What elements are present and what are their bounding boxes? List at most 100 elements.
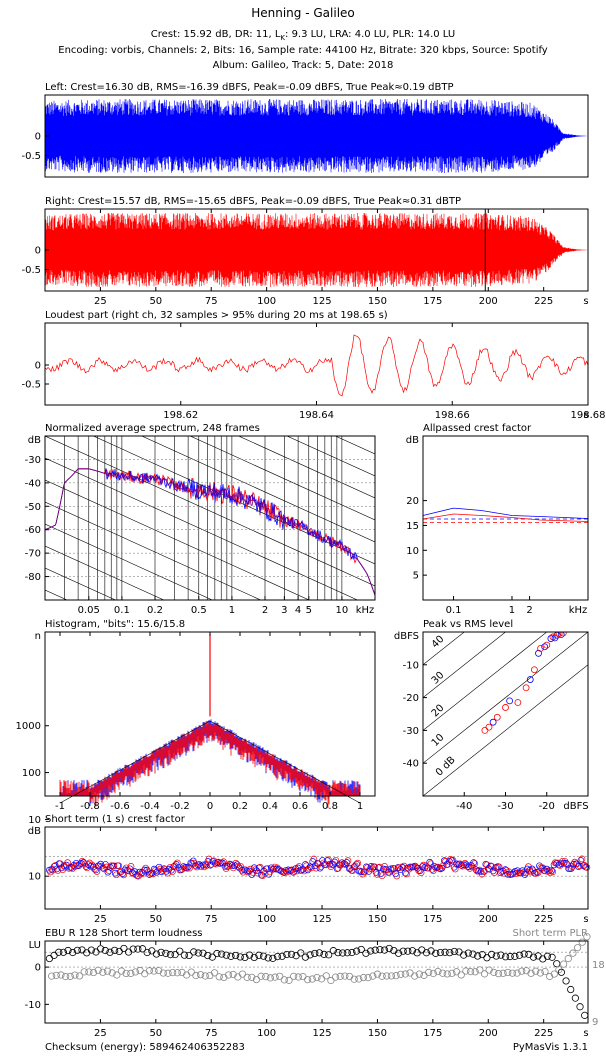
crest-point-red [183, 864, 191, 872]
crest-point-blue [199, 861, 207, 869]
ebu-point-plr [52, 971, 60, 979]
crest-point-blue [387, 865, 395, 873]
crest-point-red [256, 863, 264, 871]
crest-point-blue [521, 871, 529, 878]
ebu-point-loudness [283, 950, 291, 959]
ebu-point-plr [513, 969, 521, 977]
ebu-point-loudness [334, 949, 342, 957]
ebu-point-plr [304, 976, 312, 984]
ebu-point-loudness [273, 952, 282, 961]
ebu-point-loudness [190, 948, 198, 956]
ebu-point-plr [173, 969, 181, 977]
crest-point-red [354, 859, 362, 867]
crest-point-blue [233, 861, 241, 869]
loudest-frame [44, 322, 589, 406]
ebu-point-loudness [380, 946, 389, 954]
ebu-point-plr [103, 967, 112, 975]
loudest-xtick-1-label: 198.64 [299, 410, 334, 421]
ebu-point-plr [429, 969, 437, 978]
histogram-bars-1 [59, 720, 361, 809]
ebu-point-plr [220, 973, 228, 982]
ebu-point-plr [569, 949, 577, 957]
crest-point-red [561, 858, 569, 865]
crest-point-red [520, 869, 527, 876]
crest-point-blue [99, 864, 107, 872]
peakrms-xtick-1-label: -30 [497, 801, 513, 812]
ebu-point-loudness [581, 1011, 589, 1019]
ebu-point-loudness [55, 948, 63, 956]
crest-point-red [576, 862, 583, 870]
ebu-point-plr [485, 966, 493, 974]
peakrms-point-red-1 [549, 633, 557, 641]
crest-point-blue [238, 866, 246, 874]
ebu-point-loudness [264, 954, 272, 962]
spectrum-slope-14 [45, 567, 117, 600]
ebu-point-plr [80, 968, 88, 976]
crest-point-red [234, 863, 242, 870]
ebu-point-loudness [422, 949, 431, 957]
ebu-point-plr [290, 972, 298, 980]
summary-line-1: Crest: 15.92 dB, DR: 11, LK: 9.3 LU, LRA… [0, 29, 606, 42]
crest-point-red [59, 866, 67, 874]
crest-point-red [522, 869, 530, 877]
ebu-point-loudness [232, 951, 240, 960]
ebu-point-loudness [236, 953, 244, 961]
crest-point-red [120, 871, 128, 879]
crest-point-red [369, 865, 376, 873]
ebu-point-plr [187, 968, 195, 976]
spectrum-xtick-8-label: 5 [306, 605, 312, 616]
ebu-point-plr [555, 965, 563, 974]
ebu-point-plr [425, 968, 433, 976]
crest_short-yunit: dB [28, 826, 41, 837]
spectrum-grid [45, 436, 375, 600]
ebu-point-plr [466, 968, 475, 976]
ebu-xtick-0-label: 25 [94, 1028, 107, 1039]
crest-point-red [310, 855, 318, 863]
ebu-point-plr [313, 973, 321, 982]
crest-point-blue [119, 870, 126, 878]
peakrms-point-red-3 [559, 632, 567, 637]
ebu-xtick-2-label: 75 [205, 1028, 218, 1039]
crest_short-xtick-8-label: 225 [534, 914, 553, 925]
ebu-point-loudness [208, 953, 216, 961]
ebu-point-plr [145, 967, 153, 975]
ebu-point-plr [66, 972, 74, 980]
ebu-point-plr [89, 968, 98, 977]
ebu-xtick-8-label: 225 [534, 1028, 553, 1039]
ebu-point-plr [136, 966, 144, 975]
crest-point-red [69, 865, 76, 872]
ebu-point-loudness [404, 947, 412, 955]
ebu-point-plr [164, 969, 172, 977]
spectrum-ytick-4-label: -70 [25, 549, 41, 560]
ebu-point-plr [578, 938, 586, 946]
ebu-point-plr [262, 973, 270, 981]
crest-point-blue [170, 863, 178, 870]
spectrum-xtick-0-label: 0.05 [78, 605, 100, 616]
crest-point-blue [411, 862, 419, 870]
ebu-point-loudness [501, 953, 510, 961]
ebu-point-plr [257, 972, 265, 980]
loudest-xunit: s [583, 410, 588, 421]
crest_short-xtick-0-label: 25 [94, 914, 107, 925]
ebu-point-plr [294, 973, 302, 981]
spectrum-title: Normalized average spectrum, 248 frames [45, 423, 260, 434]
loudest-xtick-3-label: 198.68 [571, 410, 606, 421]
ebu-point-loudness [166, 951, 175, 959]
crest-point-blue [426, 858, 434, 866]
crest-point-red [325, 856, 332, 864]
ebu-point-plr [550, 970, 558, 978]
ebu-point-plr [271, 973, 279, 981]
histogram-title: Histogram, "bits": 15.6/15.8 [45, 619, 185, 630]
ebu-point-loudness [185, 951, 193, 960]
peakrms-diag-4 [423, 664, 588, 796]
ebu-point-plr [75, 972, 84, 980]
ebu-point-loudness [483, 954, 491, 962]
ebu-xtick-5-label: 150 [368, 1028, 387, 1039]
right-title: Right: Crest=15.57 dB, RMS=-15.65 dBFS, … [45, 196, 461, 207]
ebu-point-plr [504, 968, 512, 977]
crest-point-blue [92, 866, 100, 874]
spectrum-xtick-2-label: 0.2 [147, 605, 163, 616]
ebu-point-loudness [511, 952, 519, 960]
ebu-xtick-6-label: 175 [423, 1028, 442, 1039]
ebu-point-plr [494, 970, 503, 978]
